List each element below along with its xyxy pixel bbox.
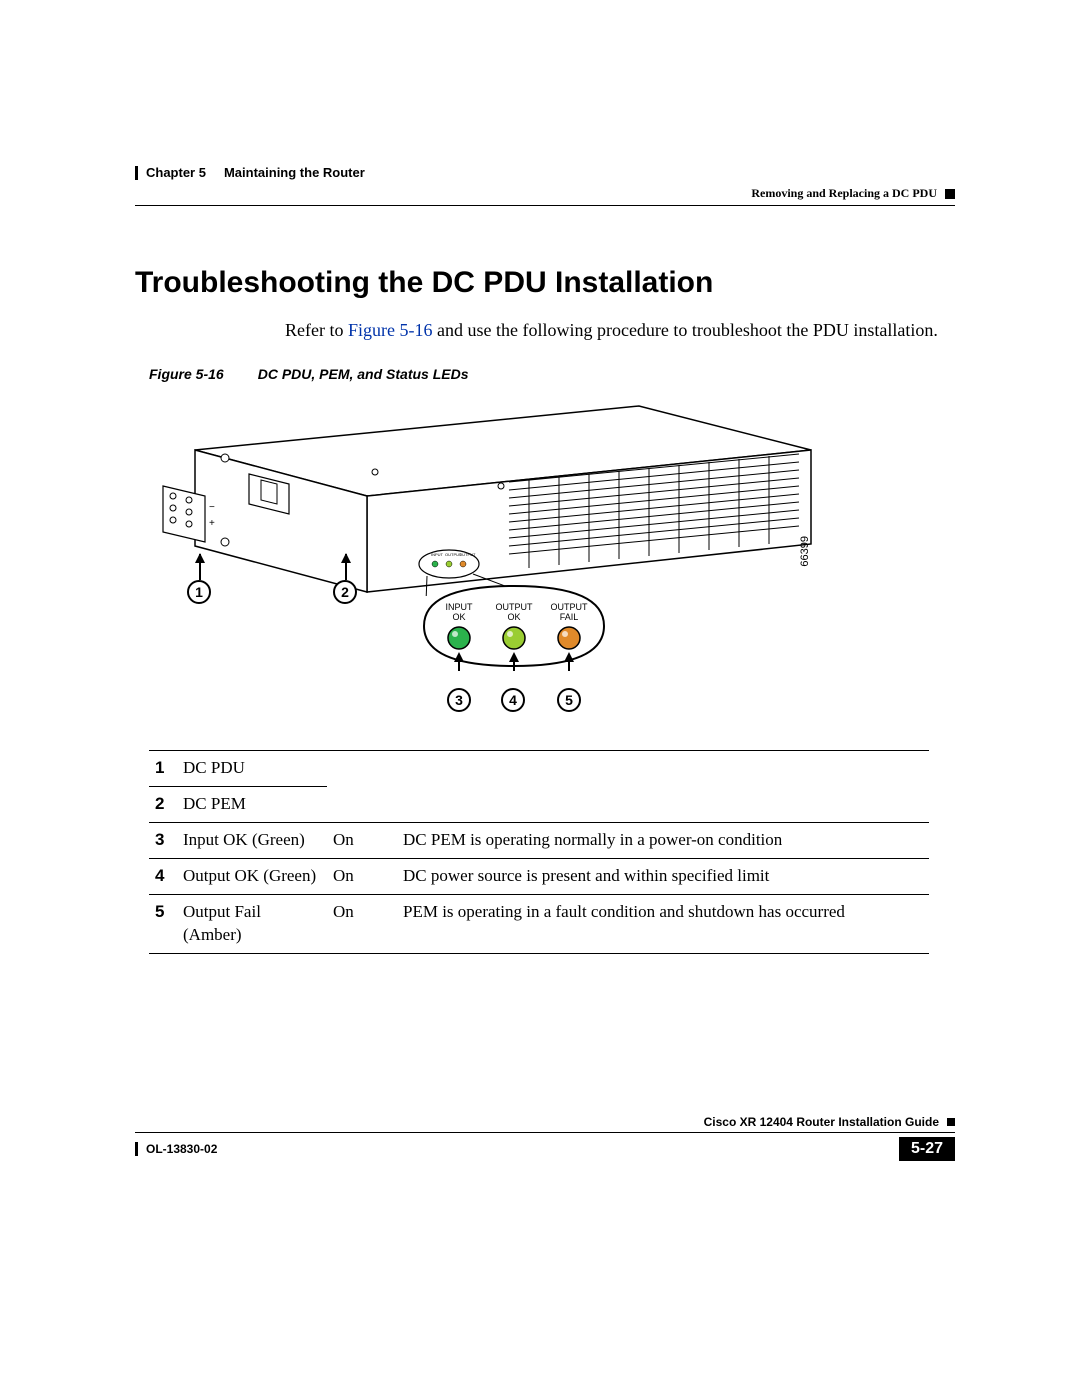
- figure-reference-link[interactable]: Figure 5-16: [348, 320, 433, 340]
- table-row: 4 Output OK (Green) On DC power source i…: [149, 859, 929, 895]
- square-icon: [945, 189, 955, 199]
- led-output-fail: [558, 627, 580, 649]
- led-output-ok: [503, 627, 525, 649]
- callout-1: 1: [187, 580, 211, 604]
- section-title: Removing and Replacing a DC PDU: [751, 186, 937, 201]
- header-right: Removing and Replacing a DC PDU: [135, 186, 955, 201]
- figure: − + INPUT OUTPUT OUTPUT 1 2: [149, 396, 829, 726]
- page-title: Troubleshooting the DC PDU Installation: [135, 266, 955, 300]
- guide-title: Cisco XR 12404 Router Installation Guide: [704, 1115, 939, 1129]
- svg-text:OUTPUT: OUTPUT: [459, 552, 476, 557]
- svg-text:OK: OK: [452, 612, 465, 622]
- callout-arrow-2: [345, 554, 347, 580]
- footer-left: OL-13830-02: [135, 1142, 217, 1156]
- svg-text:+: +: [209, 518, 215, 529]
- figure-caption: Figure 5-16 DC PDU, PEM, and Status LEDs: [149, 366, 955, 382]
- header-left: Chapter 5 Maintaining the Router: [135, 165, 365, 180]
- svg-text:−: −: [209, 502, 215, 513]
- chapter-title: Maintaining the Router: [224, 165, 365, 180]
- table-row: 1 DC PDU: [149, 751, 929, 787]
- footer-bar-icon: [135, 1142, 138, 1156]
- table-row: 5 Output Fail (Amber) On PEM is operatin…: [149, 895, 929, 954]
- intro-post: and use the following procedure to troub…: [432, 320, 937, 340]
- callout-2: 2: [333, 580, 357, 604]
- page-number: 5-27: [899, 1137, 955, 1161]
- running-header: Chapter 5 Maintaining the Router: [135, 165, 955, 180]
- image-id: 66399: [799, 536, 811, 567]
- square-icon: [947, 1118, 955, 1126]
- page-content: Chapter 5 Maintaining the Router Removin…: [135, 165, 955, 954]
- intro-pre: Refer to: [285, 320, 348, 340]
- callout-arrow-1: [199, 554, 201, 580]
- table-row: 2 DC PEM: [149, 787, 929, 823]
- legend-table: 1 DC PDU 2 DC PEM 3 Input OK (Green) On …: [149, 750, 929, 954]
- led-label-output-fail: OUTPUT: [551, 602, 589, 612]
- led-input-ok: [448, 627, 470, 649]
- intro-paragraph: Refer to Figure 5-16 and use the followi…: [285, 318, 955, 342]
- figure-label: Figure 5-16: [149, 366, 224, 382]
- led-label-output-ok: OUTPUT: [496, 602, 534, 612]
- svg-text:OK: OK: [507, 612, 520, 622]
- footer-guide-row: Cisco XR 12404 Router Installation Guide: [135, 1115, 955, 1133]
- figure-title: DC PDU, PEM, and Status LEDs: [258, 366, 469, 382]
- chapter-label: Chapter 5: [146, 165, 206, 180]
- table-row: 3 Input OK (Green) On DC PEM is operatin…: [149, 823, 929, 859]
- header-bar-icon: [135, 166, 138, 180]
- svg-text:INPUT: INPUT: [431, 552, 444, 557]
- device-illustration: − + INPUT OUTPUT OUTPUT: [149, 396, 829, 596]
- header-rule: [135, 205, 955, 206]
- doc-id: OL-13830-02: [146, 1142, 217, 1156]
- page-footer: Cisco XR 12404 Router Installation Guide…: [135, 1115, 955, 1161]
- svg-text:FAIL: FAIL: [560, 612, 579, 622]
- led-label-input: INPUT: [446, 602, 474, 612]
